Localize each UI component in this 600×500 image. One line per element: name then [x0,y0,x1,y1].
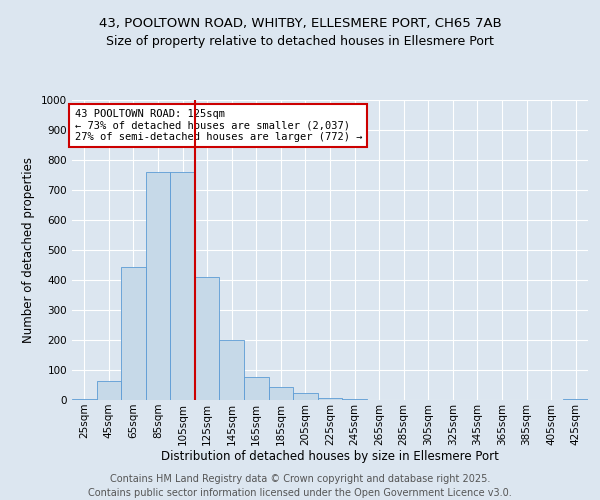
X-axis label: Distribution of detached houses by size in Ellesmere Port: Distribution of detached houses by size … [161,450,499,464]
Bar [342,399,367,400]
Bar [195,277,220,400]
Bar [220,340,244,400]
Bar [293,394,318,400]
Bar [318,398,342,400]
Bar [244,376,269,400]
Bar [121,266,146,400]
Text: Contains HM Land Registry data © Crown copyright and database right 2025.
Contai: Contains HM Land Registry data © Crown c… [88,474,512,498]
Bar [146,172,170,400]
Text: 43 POOLTOWN ROAD: 125sqm
← 73% of detached houses are smaller (2,037)
27% of sem: 43 POOLTOWN ROAD: 125sqm ← 73% of detach… [74,109,362,142]
Bar [97,381,121,400]
Text: Size of property relative to detached houses in Ellesmere Port: Size of property relative to detached ho… [106,35,494,48]
Bar [269,386,293,400]
Y-axis label: Number of detached properties: Number of detached properties [22,157,35,343]
Bar [170,172,195,400]
Text: 43, POOLTOWN ROAD, WHITBY, ELLESMERE PORT, CH65 7AB: 43, POOLTOWN ROAD, WHITBY, ELLESMERE POR… [98,18,502,30]
